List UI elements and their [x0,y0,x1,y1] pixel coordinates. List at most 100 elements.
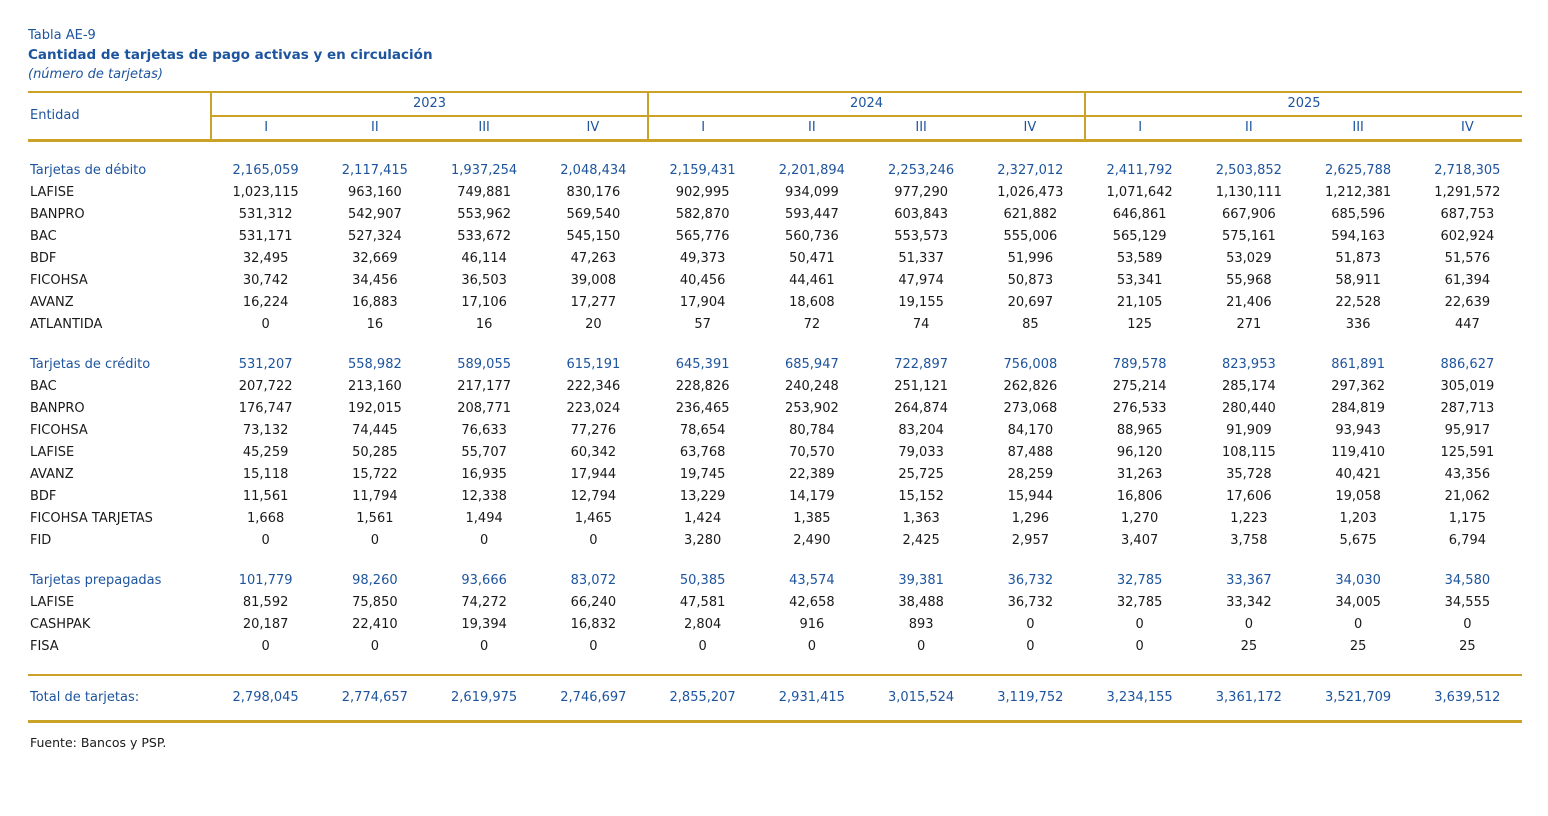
value-cell: 16,224 [242,295,289,310]
value-cell: 66,240 [570,595,617,610]
value-cell: 0 [589,639,598,654]
quarter-header: IV [975,116,1085,142]
spacer-row [28,336,1522,354]
value-cell: 80,784 [789,423,835,438]
value-cell: 16,832 [570,617,617,632]
value-cell: 553,962 [457,207,511,222]
entity-label: BAC [30,229,57,244]
value-cell: 228,826 [675,379,730,394]
value-cell: 22,389 [789,467,835,482]
value-cell: 20,697 [1007,295,1054,310]
value-cell: 47,974 [898,273,944,288]
value-cell: 15,944 [1007,489,1054,504]
spacer-cell [28,141,1522,161]
value-cell: 76,633 [461,423,507,438]
value-cell: 0 [1244,617,1254,632]
value-cell: 25 [1459,639,1476,654]
value-cell: 2,746,697 [538,674,648,723]
value-cell: 3,015,524 [866,674,976,723]
value-cell: 886,627 [1440,357,1495,372]
value-cell: 2,625,788 [1325,163,1392,178]
year-header: 2023 [210,91,648,117]
value-cell: 43,574 [789,573,835,588]
value-cell: 2,327,012 [997,163,1064,178]
value-cell: 2,855,207 [648,674,758,723]
value-cell: 685,947 [784,357,839,372]
value-cell: 39,008 [570,273,617,288]
value-cell: 95,917 [1444,423,1491,438]
entity-row: LAFISE 1,023,115 963,160 749,881 830,176 902,… [28,182,1522,204]
header-quarter-row: I II III IV I II III IV I II III IV [28,116,1522,142]
value-cell: 977,290 [894,185,948,200]
entity-row: BANPRO 531,312 542,907 553,962 569,540 582,87… [28,204,1522,226]
entity-row: FICOHSA TARJETAS 1,668 1,561 1,494 1,465 1,42… [28,508,1522,530]
value-cell: 14,179 [789,489,835,504]
section-label: Tarjetas prepagadas [30,573,162,588]
value-cell: 287,713 [1440,401,1495,416]
value-cell: 79,033 [898,445,944,460]
value-cell: 85 [1022,317,1039,332]
value-cell: 119,410 [1331,445,1385,460]
value-cell: 51,996 [1007,251,1054,266]
quarter-header: III [866,116,976,142]
section-row: Tarjetas de crédito 531,207 558,982 589,055… [28,354,1522,376]
quarter-header: II [757,116,867,142]
value-cell: 125 [1127,317,1153,332]
value-cell: 34,005 [1335,595,1381,610]
value-cell: 21,406 [1226,295,1272,310]
value-cell: 51,873 [1335,251,1381,266]
value-cell: 902,995 [675,185,730,200]
value-cell: 125,591 [1440,445,1495,460]
value-cell: 1,212,381 [1325,185,1392,200]
value-cell: 1,296 [1011,511,1049,526]
value-cell: 789,578 [1112,357,1167,372]
value-cell: 96,120 [1116,445,1163,460]
section-row: Tarjetas prepagadas 101,779 98,260 93,666 83… [28,570,1522,592]
value-cell: 273,068 [1003,401,1058,416]
entity-label: BDF [30,251,57,266]
source-note: Fuente: Bancos y PSP. [30,735,167,750]
value-cell: 553,573 [894,229,948,244]
value-cell: 16,883 [352,295,398,310]
entity-label: FICOHSA [30,423,88,438]
value-cell: 0 [1353,617,1363,632]
value-cell: 0 [916,639,926,654]
value-cell: 1,465 [574,511,612,526]
year-header: 2025 [1084,91,1522,117]
value-cell: 1,494 [465,511,503,526]
section-label: Tarjetas de crédito [30,357,151,372]
entity-label: ATLANTIDA [30,317,103,332]
quarter-header: II [320,116,430,142]
value-cell: 47,581 [679,595,726,610]
value-cell: 531,171 [238,229,293,244]
value-cell: 81,592 [242,595,289,610]
value-cell: 555,006 [1003,229,1058,244]
value-cell: 615,191 [566,357,621,372]
entity-label: LAFISE [30,445,75,460]
entity-row: CASHPAK 20,187 22,410 19,394 16,832 2,804 916 8… [28,614,1522,636]
value-cell: 63,768 [679,445,726,460]
value-cell: 603,843 [894,207,948,222]
value-cell: 582,870 [675,207,730,222]
year-header: 2024 [647,91,1085,117]
entity-row: ATLANTIDA 0 16 16 20 57 72 74 85 125 271 336 447 [28,314,1522,336]
value-cell: 53,029 [1226,251,1272,266]
value-cell: 2,425 [902,533,940,548]
value-cell: 861,891 [1331,357,1385,372]
value-cell: 2,490 [793,533,831,548]
spacer-cell [28,336,1522,354]
quarter-header: II [1194,116,1304,142]
value-cell: 16,935 [461,467,507,482]
value-cell: 3,119,752 [975,674,1085,723]
value-cell: 1,071,642 [1106,185,1173,200]
entity-label: FICOHSA [30,273,88,288]
value-cell: 32,669 [352,251,398,266]
value-cell: 2,159,431 [669,163,736,178]
value-cell: 1,270 [1121,511,1159,526]
value-cell: 32,785 [1116,595,1163,610]
value-cell: 565,129 [1112,229,1167,244]
value-cell: 17,904 [679,295,726,310]
value-cell: 83,072 [570,573,617,588]
value-cell: 20,187 [242,617,289,632]
value-cell: 2,798,045 [211,674,321,723]
